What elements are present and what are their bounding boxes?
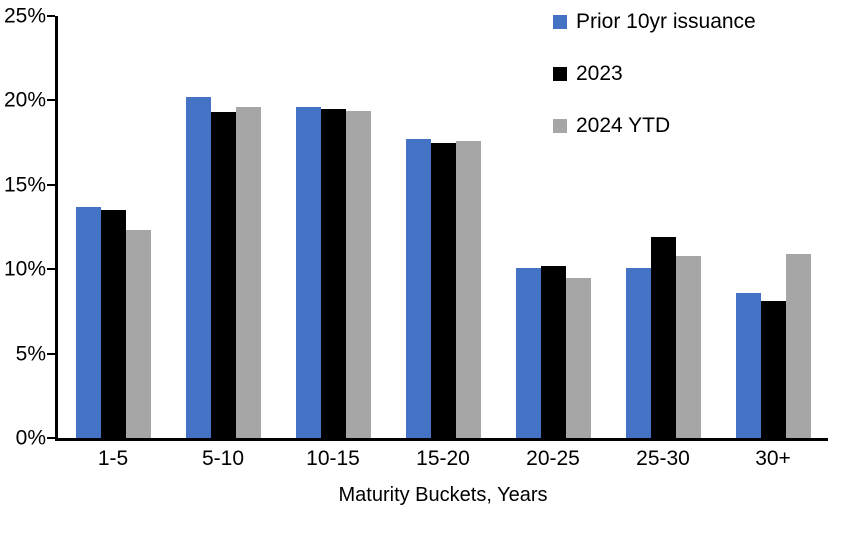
y-axis-label: 15% <box>3 173 46 197</box>
bar-group-25-30 <box>608 16 718 438</box>
x-axis-label: 15-20 <box>416 447 470 470</box>
legend-label: 2023 <box>576 62 623 85</box>
y-axis-label: 25% <box>3 4 46 28</box>
y-axis-tick <box>47 268 55 271</box>
bar-group-5-10 <box>168 16 278 438</box>
legend-item-2023[interactable]: 2023 <box>553 63 756 84</box>
y-axis-tick <box>47 99 55 102</box>
x-axis-label: 5-10 <box>201 447 245 470</box>
bar[interactable] <box>295 107 321 438</box>
bar[interactable] <box>565 277 591 438</box>
bar[interactable] <box>210 112 236 438</box>
bar[interactable] <box>235 107 261 438</box>
y-axis-tick <box>47 352 55 355</box>
x-axis-labels: 1-5 5-10 10-15 15-20 20-25 25-30 30+ <box>58 447 828 470</box>
bar[interactable] <box>345 110 371 438</box>
legend-swatch-icon <box>553 66 567 81</box>
bar-group-20-25 <box>498 16 608 438</box>
legend: Prior 10yr issuance 2023 2024 YTD <box>553 11 756 167</box>
legend-item-2024-ytd[interactable]: 2024 YTD <box>553 115 756 136</box>
bar[interactable] <box>320 108 346 438</box>
legend-swatch-icon <box>553 14 567 29</box>
bar[interactable] <box>540 265 566 438</box>
bar[interactable] <box>675 255 701 438</box>
y-axis-label: 10% <box>3 257 46 281</box>
bar[interactable] <box>515 267 541 438</box>
bar[interactable] <box>735 292 761 438</box>
x-axis-label: 30+ <box>755 447 791 470</box>
y-axis-labels: 0% 5% 10% 15% 20% 25% <box>0 6 46 449</box>
y-axis-tick <box>47 183 55 186</box>
x-axis-label: 20-25 <box>526 447 580 470</box>
y-axis-tick <box>47 15 55 17</box>
bar[interactable] <box>125 230 151 438</box>
y-axis-label: 5% <box>15 342 46 366</box>
legend-swatch-icon <box>553 118 567 133</box>
bar[interactable] <box>100 210 126 438</box>
legend-label: 2024 YTD <box>576 114 671 137</box>
bar[interactable] <box>455 140 481 438</box>
bar[interactable] <box>75 206 101 438</box>
bar[interactable] <box>650 237 676 438</box>
y-axis-label: 0% <box>15 426 46 450</box>
x-axis-title: Maturity Buckets, Years <box>338 484 548 506</box>
bars-layer <box>58 16 828 438</box>
bar[interactable] <box>785 254 811 438</box>
bar[interactable] <box>185 97 211 438</box>
bar-group-15-20 <box>388 16 498 438</box>
bar-group-10-15 <box>278 16 388 438</box>
bar-group-30- <box>718 16 828 438</box>
bar[interactable] <box>430 142 456 438</box>
legend-label: Prior 10yr issuance <box>576 10 756 33</box>
bar[interactable] <box>625 267 651 438</box>
bar[interactable] <box>760 301 786 438</box>
bar-group-1-5 <box>58 16 168 438</box>
y-axis-tick <box>47 437 55 439</box>
x-axis-label: 1-5 <box>97 447 129 470</box>
y-ticks-layer <box>47 15 55 439</box>
x-axis-label: 10-15 <box>306 447 360 470</box>
bar[interactable] <box>405 139 431 438</box>
legend-item-prior-10yr-issuance[interactable]: Prior 10yr issuance <box>553 11 756 32</box>
x-axis-label: 25-30 <box>636 447 690 470</box>
y-axis-label: 20% <box>3 88 46 112</box>
plot-area <box>55 16 828 441</box>
